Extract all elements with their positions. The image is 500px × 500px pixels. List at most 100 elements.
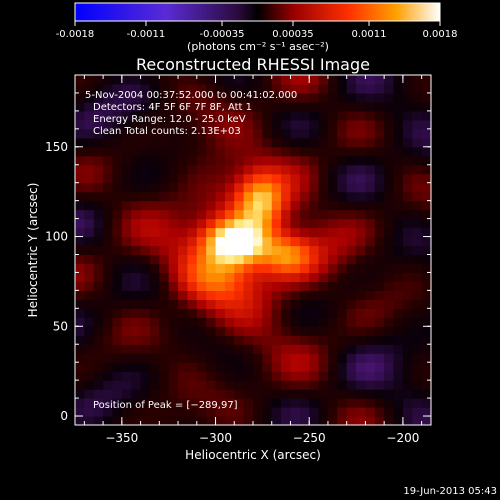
heatmap-cell xyxy=(178,236,189,247)
heatmap-cell xyxy=(281,101,292,112)
heatmap-cell xyxy=(75,128,85,139)
heatmap-cell xyxy=(402,290,413,300)
heatmap-cell xyxy=(346,146,357,157)
heatmap-cell xyxy=(337,101,348,112)
heatmap-cell xyxy=(234,362,245,372)
heatmap-cell xyxy=(149,92,160,103)
heatmap-cell xyxy=(168,362,179,372)
heatmap-cell xyxy=(253,290,263,300)
heatmap-cell xyxy=(309,146,320,157)
heatmap-cell xyxy=(187,362,198,372)
heatmap-cell xyxy=(402,92,413,103)
heatmap-cell xyxy=(281,245,292,256)
heatmap-cell xyxy=(215,110,226,121)
heatmap-cell xyxy=(421,407,431,417)
heatmap-cell xyxy=(374,398,385,408)
heatmap-cell xyxy=(299,128,310,139)
heatmap-cell xyxy=(262,290,273,300)
heatmap-cell xyxy=(262,173,273,184)
heatmap-cell xyxy=(327,407,338,417)
heatmap-cell xyxy=(271,92,282,103)
heatmap-cell xyxy=(168,227,179,238)
heatmap-cell xyxy=(337,245,348,256)
heatmap-cell xyxy=(281,272,292,283)
heatmap-cell xyxy=(309,389,320,399)
heatmap-cell xyxy=(149,317,160,327)
heatmap-cell xyxy=(412,326,423,336)
heatmap-cell xyxy=(253,173,263,184)
heatmap-cell xyxy=(243,416,254,425)
heatmap-cell xyxy=(346,155,357,166)
heatmap-cell xyxy=(384,83,395,94)
heatmap-cell xyxy=(187,236,198,247)
heatmap-cell xyxy=(327,182,338,193)
heatmap-cell xyxy=(253,326,263,336)
heatmap-cell xyxy=(346,308,357,318)
heatmap-cell xyxy=(318,146,329,157)
heatmap-cell xyxy=(75,254,85,265)
heatmap-cell xyxy=(140,101,151,112)
heatmap-cell xyxy=(253,137,263,148)
heatmap-cell xyxy=(131,263,142,274)
heatmap-cell xyxy=(159,236,170,247)
colorbar-tick-label: -0.0018 xyxy=(56,29,95,40)
heatmap-cell xyxy=(159,191,170,202)
heatmap-cell xyxy=(187,191,198,202)
heatmap-cell xyxy=(112,218,123,229)
heatmap-cell xyxy=(224,137,235,148)
heatmap-cell xyxy=(75,263,85,274)
heatmap-cell xyxy=(412,137,423,148)
heatmap-cell xyxy=(290,416,301,425)
heatmap-cell xyxy=(187,299,198,309)
heatmap-cell xyxy=(75,416,85,425)
heatmap-cell xyxy=(121,137,132,148)
heatmap-cell xyxy=(215,281,226,291)
heatmap-cell xyxy=(281,128,292,139)
heatmap-cell xyxy=(131,236,142,247)
heatmap-cell xyxy=(131,128,142,139)
heatmap-cell xyxy=(299,299,310,309)
heatmap-cell xyxy=(281,173,292,184)
heatmap-cell xyxy=(168,110,179,121)
heatmap-cell xyxy=(187,272,198,283)
heatmap-cell xyxy=(290,110,301,121)
heatmap-cell xyxy=(84,155,95,166)
heatmap-cell xyxy=(299,209,310,220)
heatmap-cell xyxy=(374,308,385,318)
heatmap-cell xyxy=(178,371,189,381)
heatmap-cell xyxy=(309,191,320,202)
heatmap-cell xyxy=(356,353,367,363)
heatmap-cell xyxy=(159,75,170,85)
heatmap-cell xyxy=(374,75,385,85)
heatmap-cell xyxy=(149,101,160,112)
heatmap-cell xyxy=(112,362,123,372)
heatmap-cell xyxy=(178,182,189,193)
heatmap-cell xyxy=(187,416,198,425)
heatmap-cell xyxy=(262,317,273,327)
heatmap-cell xyxy=(243,191,254,202)
heatmap-cell xyxy=(121,335,132,345)
heatmap-cell xyxy=(309,299,320,309)
heatmap-cell xyxy=(168,218,179,229)
heatmap-cell xyxy=(271,200,282,211)
heatmap-cell xyxy=(103,353,114,363)
heatmap-cell xyxy=(140,128,151,139)
heatmap-cell xyxy=(215,380,226,390)
heatmap-cell xyxy=(234,218,245,229)
heatmap-cell xyxy=(412,173,423,184)
info-line-detectors: Detectors: 4F 5F 6F 7F 8F, Att 1 xyxy=(93,102,252,113)
heatmap-cell xyxy=(112,101,123,112)
heatmap-cell xyxy=(337,236,348,247)
heatmap-cell xyxy=(159,92,170,103)
heatmap-cell xyxy=(253,146,263,157)
heatmap-cell xyxy=(75,191,85,202)
heatmap-cell xyxy=(243,335,254,345)
heatmap-cell xyxy=(234,263,245,274)
heatmap-cell xyxy=(234,227,245,238)
heatmap-cell xyxy=(224,389,235,399)
heatmap-cell xyxy=(327,380,338,390)
heatmap-cell xyxy=(149,398,160,408)
heatmap-cell xyxy=(206,380,217,390)
heatmap-cell xyxy=(243,263,254,274)
heatmap-cell xyxy=(309,164,320,175)
